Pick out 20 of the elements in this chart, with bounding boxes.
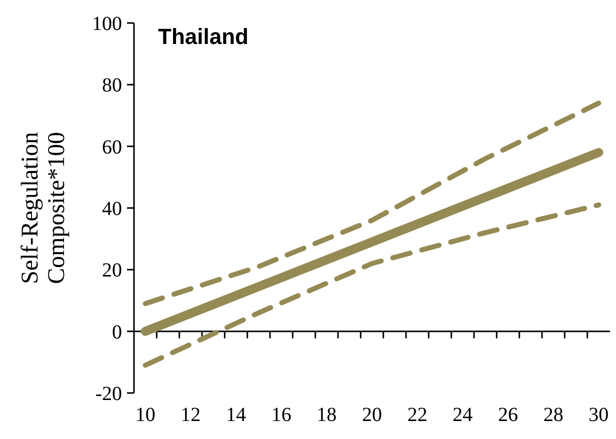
x-tick-label: 24 <box>452 404 473 426</box>
x-tick-label: 30 <box>588 404 609 426</box>
y-tick-label: 60 <box>102 136 122 158</box>
y-tick-label: 80 <box>102 74 122 97</box>
y-tick-label: -20 <box>95 383 122 405</box>
y-tick-label: 0 <box>112 321 122 344</box>
x-tick-label: 18 <box>316 404 337 426</box>
x-tick-label: 22 <box>407 404 428 426</box>
x-tick-label: 26 <box>498 404 518 426</box>
y-tick-label: 100 <box>92 13 122 35</box>
x-tick-label: 16 <box>271 404 292 426</box>
y-axis-title: Self-Regulation Composite*100 <box>18 132 70 284</box>
y-tick-label: 20 <box>102 260 122 282</box>
x-tick-label: 14 <box>226 404 246 426</box>
y-tick-label: 40 <box>102 198 122 220</box>
chart-title: Thailand <box>158 24 248 49</box>
x-tick-label: 28 <box>543 404 564 426</box>
x-tick-label: 10 <box>135 404 156 426</box>
x-tick-label: 12 <box>180 404 201 426</box>
x-tick-label: 20 <box>362 404 382 426</box>
